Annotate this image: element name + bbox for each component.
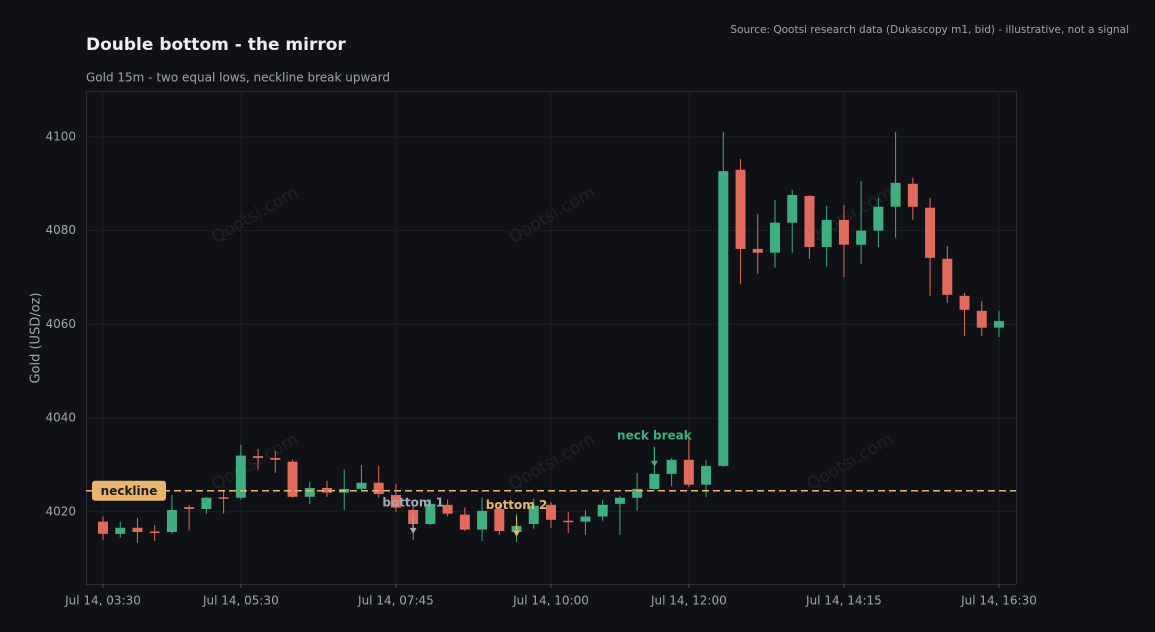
candle-body [959,295,970,310]
candle-body [390,494,401,508]
candle-body [373,482,384,495]
candle-body [184,507,195,510]
candle-body [563,520,574,523]
x-tick-label: Jul 14, 16:30 [960,594,1037,608]
x-tick-label: Jul 14, 14:15 [805,594,882,608]
candle-body [925,207,936,258]
source-note: Source: Qootsi research data (Dukascopy … [730,24,1129,36]
candle-body [614,497,625,504]
neckline-label-box [92,480,166,501]
candle-body [890,182,901,207]
candle-body [752,248,763,253]
candle-body [787,195,798,223]
candle-body [235,455,246,498]
annotation-arrowhead [409,527,417,534]
y-axis-label: Gold (USD/oz) [29,292,44,383]
candle-body [856,230,867,245]
candle-body [718,171,729,466]
candle-body [632,488,643,498]
candle-body [942,258,953,295]
neckline-label: neckline [101,484,158,498]
candle-body [649,473,660,489]
candle-body [769,222,780,253]
candle-body [546,504,556,520]
x-tick-label: Jul 14, 10:00 [512,594,589,608]
annotation-arrowhead [513,530,521,537]
x-tick-label: Jul 14, 05:30 [202,594,279,608]
candle-body [218,497,229,499]
candle-body [993,321,1004,328]
candle-body [528,505,539,525]
candle-body [98,521,109,534]
candle-body [425,503,436,525]
y-tick-label: 4080 [45,223,76,237]
candle-body [304,487,315,497]
candle-body [201,497,212,510]
candle-body [287,461,298,497]
y-tick-label: 4060 [45,317,76,331]
candle-body [270,457,281,460]
candle-body [666,459,677,474]
annotation-arrowhead [650,460,658,467]
y-tick-label: 4100 [45,129,76,143]
annotation-text: neck break [617,428,693,442]
candle-body [701,465,712,485]
candle-body [580,516,591,522]
candle-body [873,206,884,231]
chart-title: Double bottom - the mirror [86,35,346,55]
candle-body [322,487,333,493]
candle-body [356,482,367,489]
candle-body [735,169,746,249]
chart-subtitle: Gold 15m - two equal lows, neckline brea… [86,71,390,85]
y-tick-label: 4040 [45,411,76,425]
candle-body [597,504,608,517]
annotation-text: bottom 2 [486,498,548,512]
annotation-text: bottom 1 [382,495,444,509]
candle-body [115,527,126,534]
candle-body [132,527,143,532]
candle-body [976,310,987,328]
candle-body [149,531,160,534]
y-tick-label: 4020 [45,504,76,518]
candle-body [477,510,488,530]
candle-body [804,195,815,248]
candle-body [907,183,918,207]
candle-body [683,459,694,485]
x-tick-label: Jul 14, 12:00 [650,594,727,608]
candle-body [459,514,470,530]
x-tick-label: Jul 14, 03:30 [64,594,141,608]
x-tick-label: Jul 14, 07:45 [357,594,434,608]
candle-body [253,456,264,458]
candle-body [442,504,453,514]
candle-body [821,219,832,248]
candle-body [494,509,505,532]
candle-body [838,219,849,245]
candle-body [166,509,177,532]
